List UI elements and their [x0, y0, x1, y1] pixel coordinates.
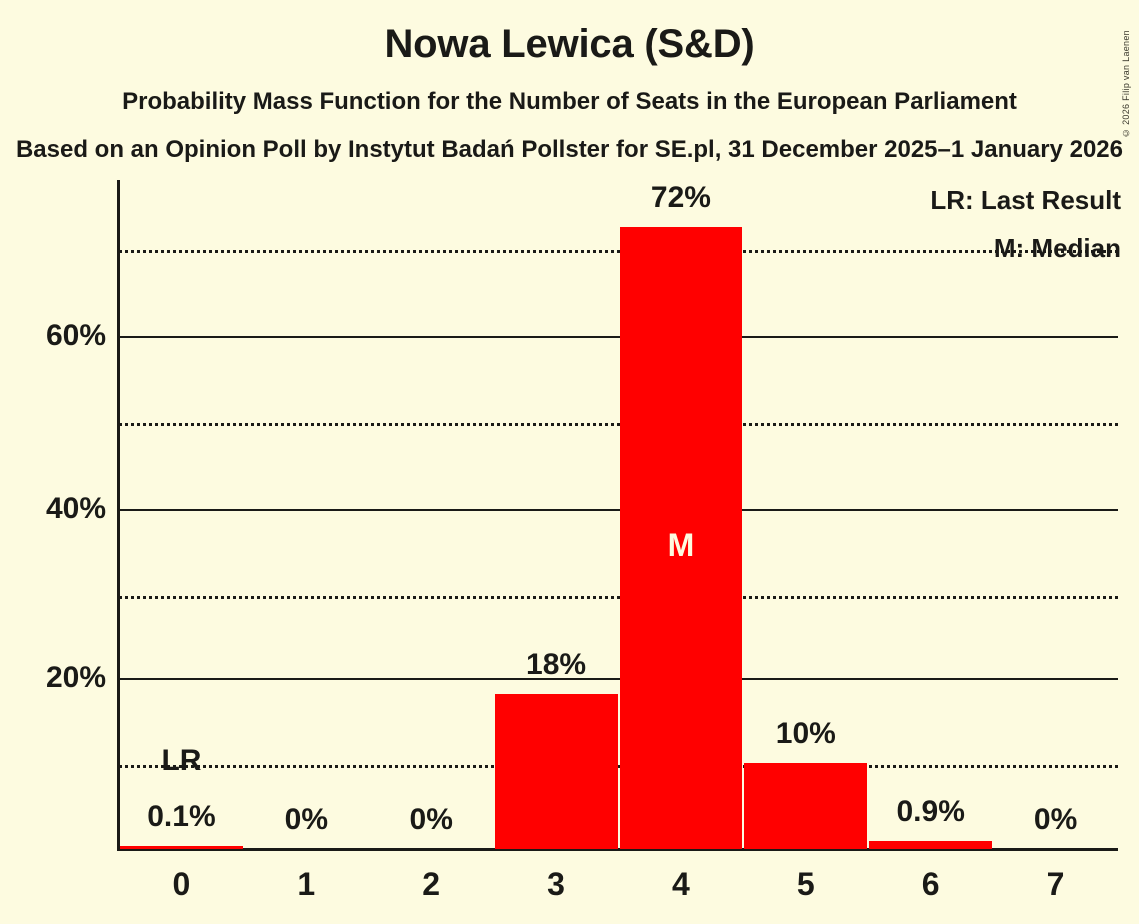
x-tick-label-1: 1: [297, 866, 316, 902]
chart-title: Nowa Lewica (S&D): [384, 22, 755, 66]
x-axis-line: [119, 848, 1118, 851]
x-tick-label-2: 2: [422, 866, 441, 902]
gridline-20: [119, 678, 1118, 680]
gridline-70: [119, 250, 1118, 253]
value-label-2: 0%: [409, 803, 453, 836]
gridline-50: [119, 423, 1118, 426]
x-tick-label-3: 3: [547, 866, 565, 902]
x-tick-label-7: 7: [1046, 866, 1065, 902]
x-tick-label-5: 5: [796, 866, 815, 902]
value-label-7: 0%: [1033, 803, 1078, 836]
value-label-1: 0%: [284, 803, 328, 836]
y-tick-label-60: 60%: [45, 319, 106, 352]
gridline-40: [119, 509, 1118, 511]
y-tick-label-20: 20%: [45, 661, 106, 694]
value-label-4: 72%: [650, 181, 711, 215]
bar-4[interactable]: [619, 227, 743, 849]
y-tick-label-40: 40%: [45, 492, 106, 525]
value-label-3: 18%: [526, 647, 587, 681]
chart-subtitle: Probability Mass Function for the Number…: [122, 88, 1017, 115]
y-axis-line: [117, 180, 120, 851]
plot-area: [119, 180, 1118, 849]
legend-last-result: LR: Last Result: [930, 185, 1121, 215]
x-tick-label-0: 0: [172, 866, 191, 902]
bar-3[interactable]: [494, 693, 618, 849]
gridline-60: [119, 336, 1118, 338]
copyright-notice: © 2026 Filip van Laenen: [1121, 30, 1131, 138]
last-result-marker: LR: [161, 744, 202, 777]
median-marker: M: [667, 527, 695, 563]
chart-source-line: Based on an Opinion Poll by Instytut Bad…: [15, 136, 1124, 163]
value-label-6: 0.9%: [896, 795, 965, 829]
bar-5[interactable]: [744, 762, 868, 849]
gridline-10: [119, 765, 1118, 768]
value-label-0: 0.1%: [147, 800, 216, 833]
legend-median: M: Median: [993, 233, 1121, 263]
value-label-5: 10%: [775, 716, 836, 750]
x-tick-label-4: 4: [672, 866, 690, 902]
bar-0[interactable]: [120, 846, 243, 849]
bar-6[interactable]: [869, 841, 993, 849]
gridline-30: [119, 596, 1118, 599]
x-tick-label-6: 6: [921, 866, 940, 902]
